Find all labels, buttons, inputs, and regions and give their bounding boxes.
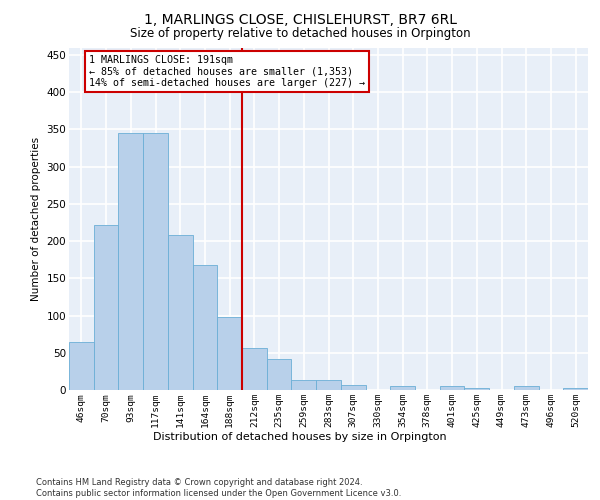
Bar <box>440 386 464 390</box>
Bar <box>94 224 118 390</box>
Bar <box>217 317 242 390</box>
Bar <box>464 388 489 390</box>
Text: Distribution of detached houses by size in Orpington: Distribution of detached houses by size … <box>153 432 447 442</box>
Text: 1 MARLINGS CLOSE: 191sqm
← 85% of detached houses are smaller (1,353)
14% of sem: 1 MARLINGS CLOSE: 191sqm ← 85% of detach… <box>89 55 365 88</box>
Bar <box>118 133 143 390</box>
Bar <box>143 133 168 390</box>
Bar <box>193 265 217 390</box>
Bar <box>514 386 539 390</box>
Text: Size of property relative to detached houses in Orpington: Size of property relative to detached ho… <box>130 28 470 40</box>
Bar <box>292 380 316 390</box>
Bar <box>563 388 588 390</box>
Bar <box>168 235 193 390</box>
Bar <box>69 342 94 390</box>
Bar <box>242 348 267 390</box>
Bar <box>316 380 341 390</box>
Bar <box>267 358 292 390</box>
Y-axis label: Number of detached properties: Number of detached properties <box>31 136 41 301</box>
Bar <box>341 385 365 390</box>
Bar <box>390 386 415 390</box>
Text: Contains HM Land Registry data © Crown copyright and database right 2024.
Contai: Contains HM Land Registry data © Crown c… <box>36 478 401 498</box>
Text: 1, MARLINGS CLOSE, CHISLEHURST, BR7 6RL: 1, MARLINGS CLOSE, CHISLEHURST, BR7 6RL <box>143 12 457 26</box>
